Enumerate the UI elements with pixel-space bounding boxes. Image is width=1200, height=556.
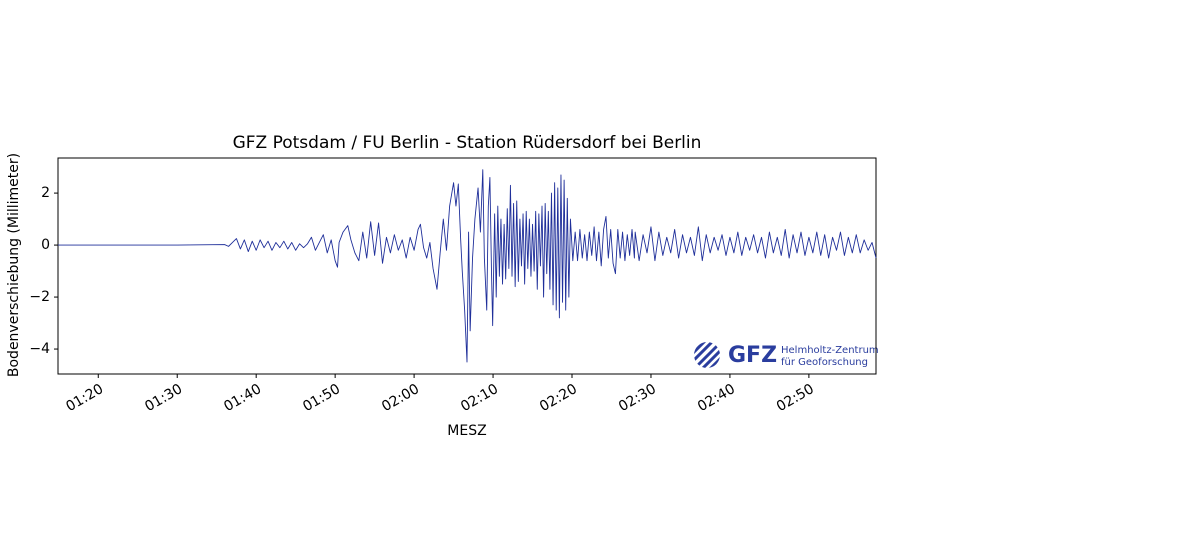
- x-tick-label: 02:50: [774, 381, 817, 415]
- x-axis-label: MESZ: [447, 423, 486, 439]
- logo-mark: [694, 342, 720, 368]
- plot-frame: [57, 157, 877, 375]
- x-tick-label: 01:50: [300, 381, 343, 415]
- x-tick-label: 02:40: [695, 381, 738, 415]
- x-tick-label: 02:30: [616, 381, 659, 415]
- x-tick-label: 01:30: [142, 381, 185, 415]
- logo-line: für Geoforschung: [781, 357, 868, 368]
- x-tick-label: 02:10: [458, 381, 501, 415]
- logo: GFZ Helmholtz-Zentrum für Geoforschung: [694, 342, 879, 368]
- logo-line: Helmholtz-Zentrum: [781, 345, 879, 356]
- x-tick-label: 01:20: [63, 381, 106, 415]
- x-tick-label: 02:00: [379, 381, 422, 415]
- y-tick-label: −2: [29, 289, 50, 305]
- y-tick-label: 2: [41, 185, 50, 201]
- y-tick-label: −4: [29, 341, 50, 357]
- chart-title: GFZ Potsdam / FU Berlin - Station Rüders…: [233, 133, 702, 153]
- trace-line: [58, 169, 877, 363]
- x-tick-label: 02:20: [537, 381, 580, 415]
- y-tick-label: 0: [41, 237, 50, 253]
- logo-short: GFZ: [728, 343, 777, 368]
- x-tick-label: 01:40: [221, 381, 264, 415]
- y-axis-label: Bodenverschiebung (Millimeter): [6, 153, 22, 377]
